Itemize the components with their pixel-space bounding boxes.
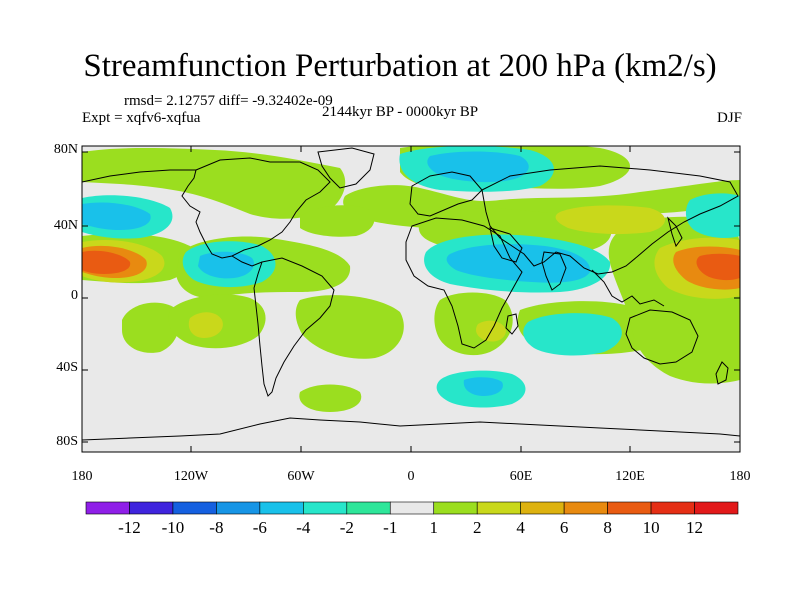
colorbar-label: -10	[161, 518, 185, 537]
colorbar-label: -2	[339, 518, 354, 537]
positive-anomaly-fields	[82, 146, 740, 412]
colorbar-swatch	[85, 501, 130, 515]
colorbar-label: 1	[429, 518, 438, 537]
core-central-pacific-max	[82, 250, 131, 274]
colorbar-label: -12	[118, 518, 141, 537]
core-west-pacific-max	[696, 253, 740, 281]
coast-central-america	[231, 255, 263, 267]
coast-greenland	[317, 147, 375, 189]
coast-new-zealand	[715, 361, 729, 385]
colorbar-label: 2	[472, 518, 482, 537]
lat-tick-80s: 80S	[56, 434, 78, 449]
lon-tick-120w: 120W	[173, 469, 209, 484]
colorbar-label: 12	[686, 518, 704, 537]
lon-tick-120e: 120E	[615, 469, 645, 484]
coast-japan	[667, 216, 683, 248]
core-south-atlantic	[188, 312, 223, 338]
neg-east-pacific-north	[685, 193, 740, 238]
coast-africa	[405, 217, 523, 349]
coast-india	[541, 251, 567, 291]
neg-south-indian-ocean	[523, 313, 622, 356]
chart-title: Streamfunction Perturbation at 200 hPa (…	[83, 48, 717, 84]
field-south-pacific-blob	[122, 302, 180, 353]
field-north-atlantic-arc	[300, 205, 375, 237]
coast-antarctica	[82, 417, 740, 441]
coast-southeast-asia	[591, 269, 665, 307]
period-label: 2144kyr BP - 0000kyr BP	[322, 104, 479, 120]
colorbar-swatch	[433, 501, 478, 515]
coast-europe	[409, 171, 483, 217]
field-north-pacific-arctic	[82, 148, 346, 219]
lat-tick-40n: 40N	[53, 218, 78, 233]
lat-tick-80n: 80N	[53, 142, 78, 157]
colorbar-label: 10	[642, 518, 660, 537]
lat-tick-40s: 40S	[56, 360, 78, 375]
coast-arabia	[489, 227, 523, 263]
lon-tick-180e: 180	[729, 469, 751, 484]
colorbar-label: 4	[516, 518, 525, 537]
coast-madagascar	[505, 313, 519, 335]
colorbar-swatch	[520, 501, 565, 515]
colorbar-label: -1	[383, 518, 398, 537]
neg-north-atlantic-core	[427, 151, 529, 183]
lon-tick-60e: 60E	[509, 469, 533, 484]
coast-south-america	[253, 257, 335, 397]
field-south-indian-blob	[299, 384, 362, 412]
colorbar-swatch	[650, 501, 695, 515]
colorbar-swatch	[563, 501, 608, 515]
axis-ticks	[81, 146, 741, 452]
coast-australia	[625, 309, 699, 365]
season-label: DJF	[716, 110, 742, 126]
colorbar-label: 8	[603, 518, 612, 537]
colorbar-swatch	[129, 501, 174, 515]
coast-alaska	[82, 169, 196, 183]
colorbar-swatch	[694, 501, 739, 515]
colorbar-swatch	[346, 501, 391, 515]
lon-tick-0: 0	[407, 469, 415, 484]
neg-tropical-americas-core	[198, 251, 254, 279]
colorbar-swatch	[216, 501, 261, 515]
rmsd-label: rmsd= 2.12757 diff= -9.32402e-09	[124, 93, 333, 109]
experiment-label: Expt = xqfv6-xqfua	[82, 110, 201, 126]
field-atlantic-south	[295, 295, 404, 359]
neg-southern-ocean-core	[463, 377, 503, 396]
colorbar-label: -4	[296, 518, 311, 537]
colorbar-swatch	[389, 501, 435, 515]
colorbar-swatch	[172, 501, 217, 515]
negative-anomaly-fields	[82, 146, 740, 408]
colorbar-swatch	[476, 501, 521, 515]
lat-tick-0: 0	[71, 288, 78, 303]
colorbar-swatch	[607, 501, 652, 515]
colorbar-swatch	[259, 501, 304, 515]
coast-asia	[481, 165, 739, 275]
coast-north-america	[181, 157, 331, 259]
core-east-asia	[555, 205, 665, 235]
lon-tick-180w: 180	[71, 469, 93, 484]
colorbar-label: -8	[209, 518, 224, 537]
coastlines	[82, 147, 740, 441]
neg-north-pacific-core	[82, 202, 151, 230]
colorbar-label: -6	[252, 518, 267, 537]
colorbar-label: 6	[559, 518, 569, 537]
colorbar-swatch	[303, 501, 348, 515]
lon-tick-60w: 60W	[287, 469, 315, 484]
